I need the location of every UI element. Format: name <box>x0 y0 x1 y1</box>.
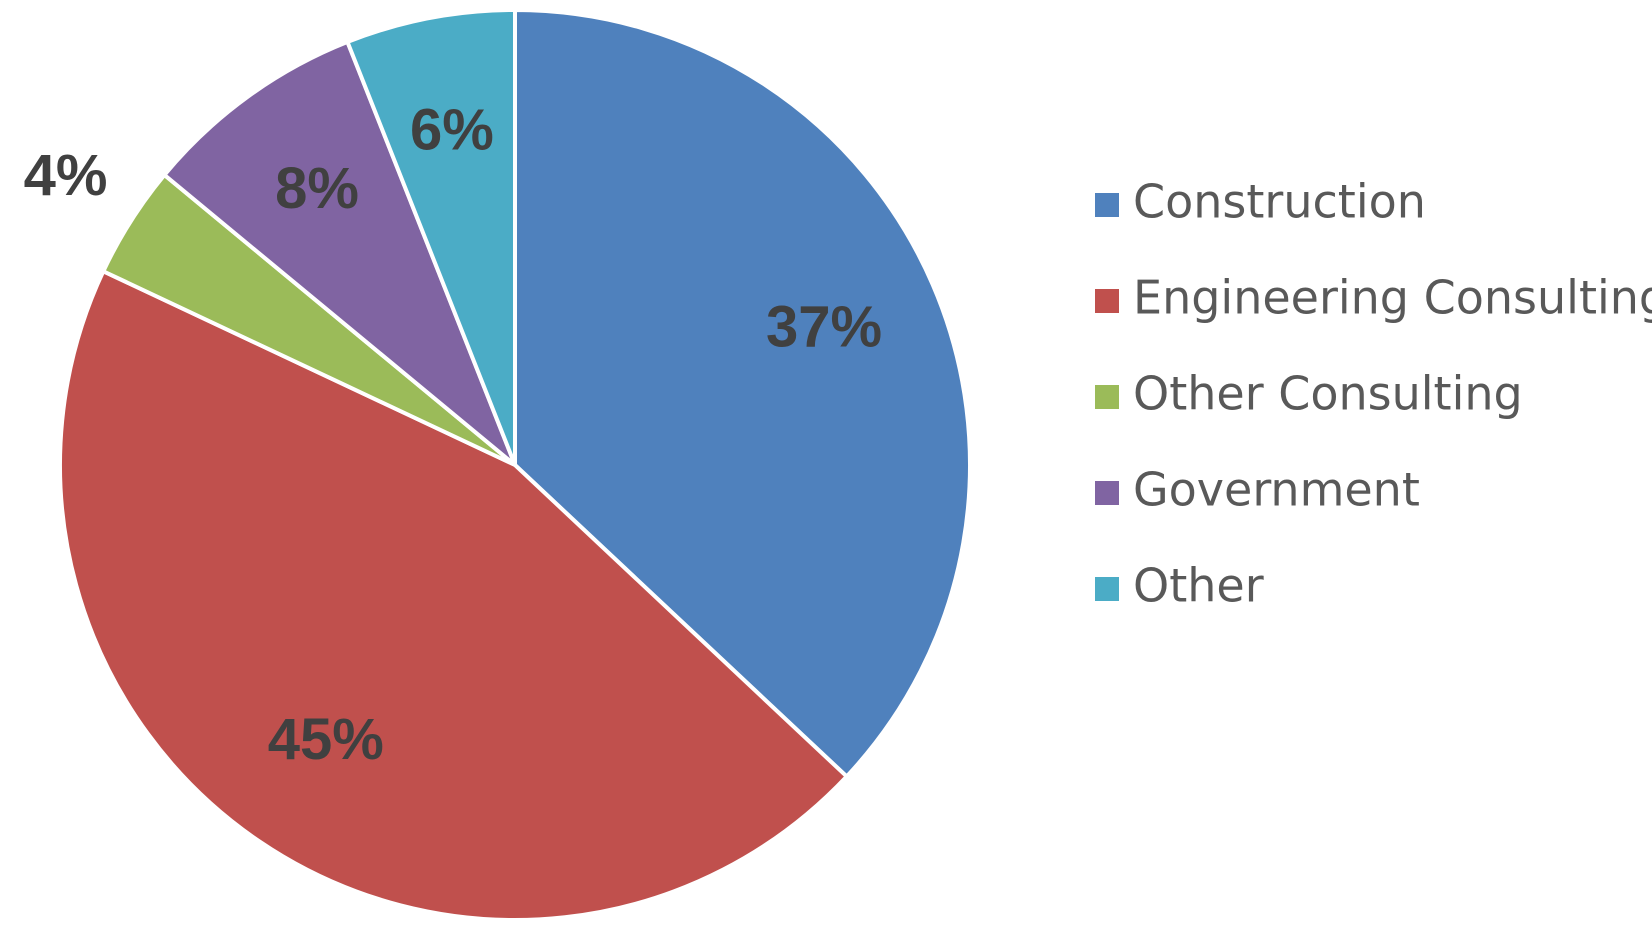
legend-marker <box>1095 385 1119 409</box>
legend-label: Other Consulting <box>1133 367 1523 421</box>
pie-slice <box>58 268 850 922</box>
legend-marker <box>1095 193 1119 217</box>
data-label: 37% <box>766 295 882 360</box>
legend-label: Engineering Consulting <box>1133 271 1652 325</box>
pie-slice <box>513 7 972 780</box>
legend-label: Other <box>1133 559 1264 613</box>
data-label: 4% <box>24 143 108 208</box>
legend-label: Government <box>1133 463 1420 517</box>
data-label: 6% <box>410 98 494 163</box>
pie-slice <box>161 39 517 467</box>
legend-label: Construction <box>1133 175 1426 229</box>
data-label: 45% <box>268 707 384 772</box>
legend-marker <box>1095 289 1119 313</box>
data-label: 8% <box>275 156 359 221</box>
legend-marker <box>1095 577 1119 601</box>
legend-marker <box>1095 481 1119 505</box>
pie-slice <box>344 7 517 466</box>
